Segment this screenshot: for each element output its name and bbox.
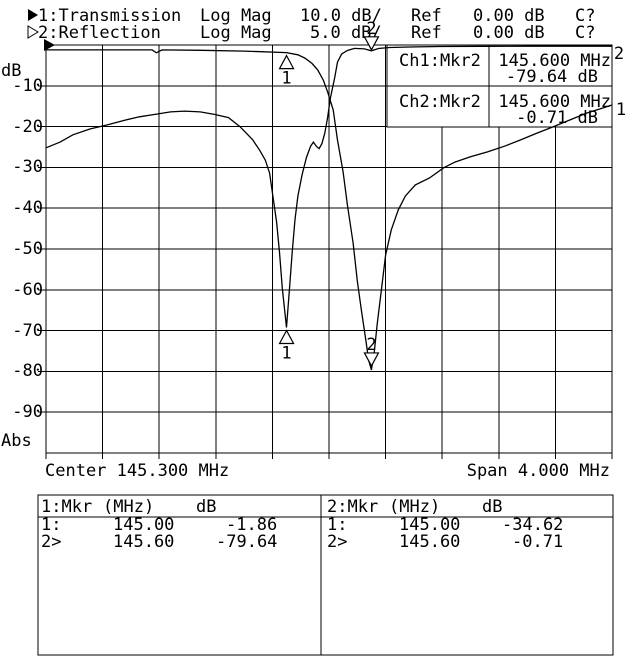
y-tick-label: -70 xyxy=(12,321,43,341)
channel1-format: Log Mag xyxy=(200,6,272,26)
marker2-trace1-icon xyxy=(363,352,380,368)
marker2-trace2-label: 2 xyxy=(366,19,376,39)
y-tick-label: -40 xyxy=(12,198,43,218)
table1-title: 1:Mkr xyxy=(41,497,92,517)
table2-row1-value: -34.62 xyxy=(502,515,563,535)
trace-markers: 1 1 2 2 xyxy=(278,19,380,368)
table1-row2-value: -79.64 xyxy=(216,532,277,552)
channel1-cal-status: C? xyxy=(575,6,595,26)
marker2-trace2-icon xyxy=(363,36,380,52)
y-axis-unit: dB xyxy=(1,61,21,81)
table1-row1-value: -1.86 xyxy=(226,515,277,535)
table1-row2-freq: 145.60 xyxy=(113,532,174,552)
channel2-ref-value: 0.00 dB xyxy=(473,23,545,43)
table2-row2-value: -0.71 xyxy=(512,532,563,552)
channel2-title: 2:Reflection xyxy=(38,23,161,43)
marker-table-box xyxy=(37,494,614,656)
channel2-header: 2:Reflection Log Mag 5.0 dB/ Ref 0.00 dB… xyxy=(27,23,595,43)
table1-value-header: dB xyxy=(196,497,216,517)
y-tick-label: -80 xyxy=(12,361,43,381)
channel2-scale: 5.0 dB/ xyxy=(310,23,382,43)
marker-table: 1:Mkr (MHz) dB 1: 145.00 -1.86 2> 145.60… xyxy=(37,494,614,656)
channel1-scale: 10.0 dB/ xyxy=(300,6,382,26)
marker-table-ch1: 1:Mkr (MHz) dB 1: 145.00 -1.86 2> 145.60… xyxy=(41,497,277,552)
channel2-cal-status: C? xyxy=(575,23,595,43)
table1-row1-id: 1: xyxy=(41,515,61,535)
plot-frame xyxy=(45,44,613,454)
marker1-trace2-label: 1 xyxy=(281,343,291,363)
channel1-active-pointer-icon xyxy=(28,9,38,21)
y-axis: dB -10 -20 -30 -40 -50 -60 -70 -80 -90 A… xyxy=(1,61,43,451)
readout-ch2-label: Ch2:Mkr2 xyxy=(399,92,481,112)
readout-ch1-value: -79.64 dB xyxy=(506,67,598,87)
marker2-trace1-label: 2 xyxy=(366,335,376,355)
readout-ch2-value: -0.71 dB xyxy=(516,108,598,128)
table1-row2-id: 2> xyxy=(41,532,61,552)
table1-row1-freq: 145.00 xyxy=(113,515,174,535)
readout-ch1-box xyxy=(386,44,613,87)
readout-ch2-freq: 145.600 MHz xyxy=(498,92,611,112)
marker-table-ch2: 2:Mkr (MHz) dB 1: 145.00 -34.62 2> 145.6… xyxy=(327,497,563,552)
readout-ch1-freq: 145.600 MHz xyxy=(498,51,611,71)
trace1-end-label: 1 xyxy=(616,100,626,120)
channel1-ref-value: 0.00 dB xyxy=(473,6,545,26)
table2-row1-id: 1: xyxy=(327,515,347,535)
readout-ch2-box xyxy=(386,85,613,128)
readout-ch1-label: Ch1:Mkr2 xyxy=(399,51,481,71)
table1-freq-header: (MHz) xyxy=(103,497,154,517)
table2-row2-id: 2> xyxy=(327,532,347,552)
channel2-format: Log Mag xyxy=(200,23,272,43)
channel2-ref-label: Ref xyxy=(411,23,442,43)
table2-freq-header: (MHz) xyxy=(389,497,440,517)
channel2-inactive-pointer-icon xyxy=(27,25,39,39)
trace-1-transmission xyxy=(46,49,613,371)
table-row: 1: 145.00 -1.86 xyxy=(41,515,277,535)
marker-readout: Ch1:Mkr2 145.600 MHz -79.64 dB Ch2:Mkr2 … xyxy=(386,44,613,128)
y-tick-label: -50 xyxy=(12,239,43,259)
span-label: Span 4.000 MHz xyxy=(467,461,610,481)
y-tick-label: -10 xyxy=(12,76,43,96)
channel1-title: 1:Transmission xyxy=(38,6,181,26)
center-frequency-label: Center 145.300 MHz xyxy=(45,461,229,481)
table2-row2-freq: 145.60 xyxy=(399,532,460,552)
y-tick-label: -20 xyxy=(12,117,43,137)
table2-value-header: dB xyxy=(482,497,502,517)
trace-2-reflection xyxy=(45,45,612,328)
table-row: 2> 145.60 -0.71 xyxy=(327,532,563,552)
y-tick-label: -90 xyxy=(12,402,43,422)
table2-title: 2:Mkr xyxy=(327,497,378,517)
table-row: 1: 145.00 -34.62 xyxy=(327,515,563,535)
marker1-trace2-icon xyxy=(278,329,295,345)
traces xyxy=(45,45,613,371)
trace1-ref-position-pointer-icon xyxy=(44,39,55,51)
channel1-ref-label: Ref xyxy=(411,6,442,26)
y-tick-label: -30 xyxy=(12,157,43,177)
table-row: 2> 145.60 -79.64 xyxy=(41,532,277,552)
y-tick-label: -60 xyxy=(12,280,43,300)
channel1-header: 1:Transmission Log Mag 10.0 dB/ Ref 0.00… xyxy=(28,6,595,26)
trace2-end-label: 2 xyxy=(614,44,624,64)
y-axis-bottom-label: Abs xyxy=(1,431,32,451)
marker1-trace1-label: 1 xyxy=(281,69,291,89)
marker1-trace1-icon xyxy=(278,54,295,70)
table2-row1-freq: 145.00 xyxy=(399,515,460,535)
